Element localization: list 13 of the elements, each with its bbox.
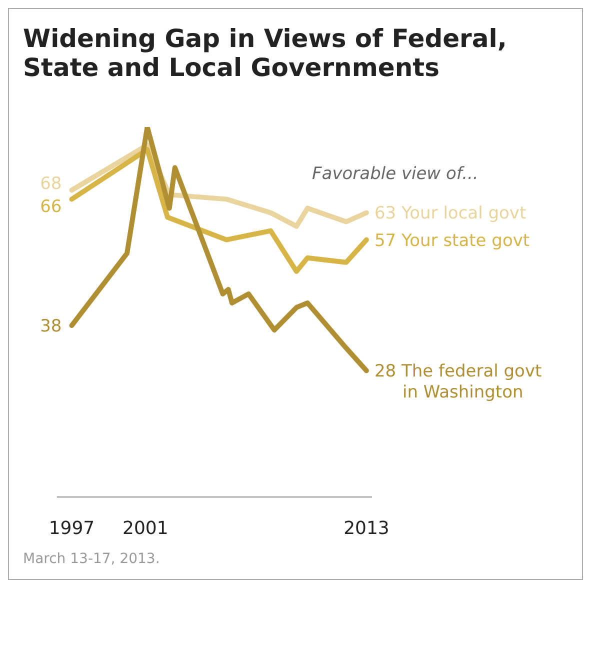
data-label: 66 [40,196,62,217]
x-tick-label: 2013 [344,517,390,538]
text: 63 Your local govt [374,203,526,224]
x-tick-label: 2001 [122,517,168,538]
text: March 13-17, 2013. [22,550,161,568]
legend-title: Favorable view of... [312,164,478,184]
x-tick-label: 1997 [48,517,95,538]
text: 28 The federal govt [374,361,542,382]
text: in Washington [402,382,524,402]
chart-title: Widening Gap in Views of Federal, State and Local Governments [22,23,508,82]
text: 57 Your state govt [374,230,530,250]
data-label: 68 [40,174,62,194]
data-label: 38 [40,316,62,336]
